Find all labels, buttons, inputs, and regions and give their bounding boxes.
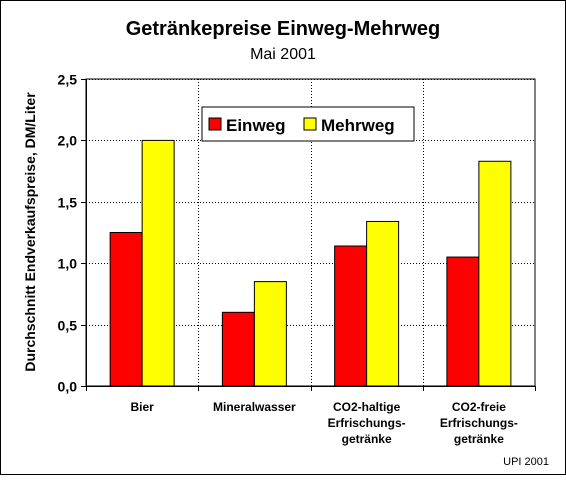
x-tick-labels: Bier Mineralwasser CO2-haltige Erfrischungs… xyxy=(130,400,517,446)
y-tick-label: 2,5 xyxy=(58,72,78,88)
bar-mehrweg-1 xyxy=(253,281,287,387)
x-tick-label: Mineralwasser xyxy=(213,400,296,414)
bar-mehrweg-2 xyxy=(366,220,400,387)
legend-label-einweg: Einweg xyxy=(226,116,286,135)
legend-swatch-einweg xyxy=(208,117,222,131)
chart-subtitle: Mai 2001 xyxy=(250,46,316,63)
y-tick-label: 0,0 xyxy=(58,379,78,395)
legend: Einweg Mehrweg xyxy=(201,106,415,142)
bars xyxy=(109,139,512,387)
y-tick-label: 2,0 xyxy=(58,133,78,149)
axes xyxy=(81,79,536,391)
bar-einweg-3 xyxy=(446,256,480,387)
y-tick-label: 1,0 xyxy=(58,256,78,272)
y-axis-label: Durchschnitt Endverkaufspreise, DM/Liter xyxy=(22,92,38,372)
legend-swatch-mehrweg xyxy=(303,117,317,131)
bar-mehrweg-3 xyxy=(478,160,512,387)
chart-title: Getränkepreise Einweg-Mehrweg xyxy=(126,18,441,40)
bar-mehrweg-0 xyxy=(141,139,175,387)
source-note: UPI 2001 xyxy=(503,456,549,468)
y-tick-label: 1,5 xyxy=(58,195,78,211)
y-tick-labels: 0,0 0,5 1,0 1,5 2,0 2,5 xyxy=(58,72,78,395)
bar-einweg-0 xyxy=(109,232,143,387)
y-tick-label: 0,5 xyxy=(58,318,78,334)
x-tick-label: CO2-freie Erfrischungs-getränke xyxy=(440,400,518,446)
x-tick-label: CO2-haltige Erfrischungs-getränke xyxy=(328,400,406,446)
legend-label-mehrweg: Mehrweg xyxy=(321,116,395,135)
bar-einweg-1 xyxy=(221,311,255,387)
bar-einweg-2 xyxy=(334,245,368,387)
x-tick-label: Bier xyxy=(130,400,154,414)
